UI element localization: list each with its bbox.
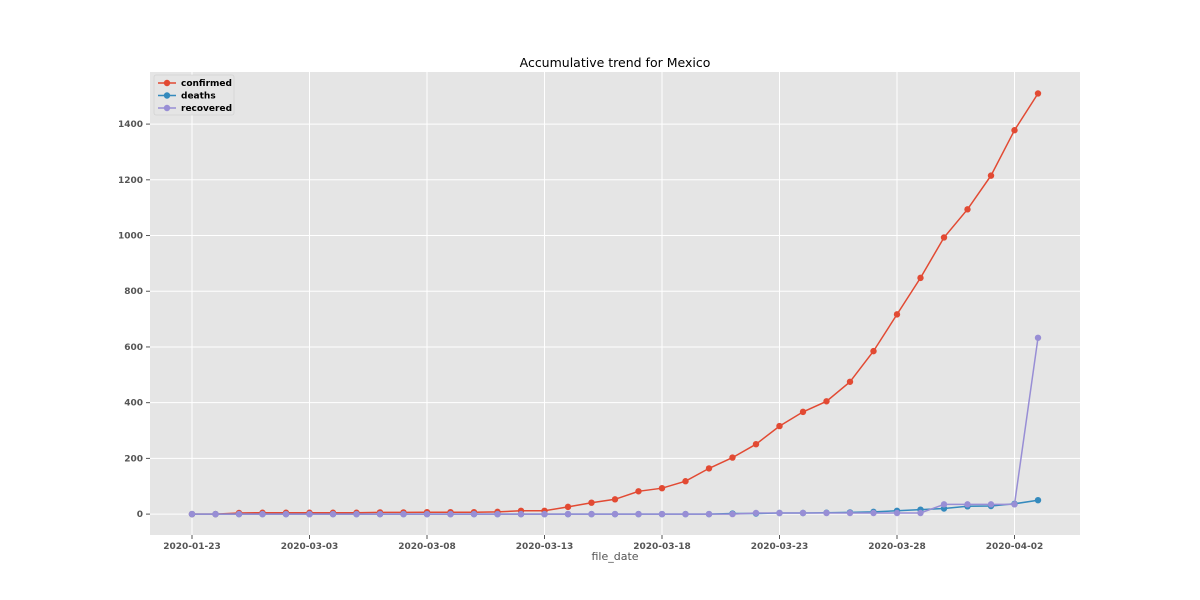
confirmed-point xyxy=(752,440,760,448)
y-tick-label: 1200 xyxy=(118,176,143,186)
confirmed-point xyxy=(799,408,807,416)
recovered-point xyxy=(517,510,525,518)
legend-swatch-marker xyxy=(163,79,171,87)
recovered-point xyxy=(400,510,407,518)
y-tick-label: 0 xyxy=(137,510,143,520)
plot-area xyxy=(150,72,1080,535)
confirmed-point xyxy=(564,503,572,511)
recovered-point xyxy=(1034,334,1042,341)
recovered-point xyxy=(635,510,642,518)
recovered-point xyxy=(799,509,807,517)
recovered-point xyxy=(705,510,713,518)
series-lines xyxy=(188,90,1042,518)
y-tick-label: 800 xyxy=(124,287,143,297)
recovered-point xyxy=(588,510,595,518)
confirmed-point xyxy=(729,454,736,461)
recovered-point xyxy=(541,510,548,518)
legend: confirmed deaths recovered xyxy=(153,74,235,116)
deaths-point xyxy=(1034,496,1042,504)
confirmed-point xyxy=(823,398,830,405)
confirmed-point xyxy=(705,465,713,472)
legend-swatch-marker xyxy=(163,104,171,112)
recovered-point xyxy=(423,510,431,518)
recovered-point xyxy=(188,510,196,518)
x-tick-label: 2020-03-18 xyxy=(633,542,691,552)
x-tick-labels: 2020-01-23 2020-03-03 2020-03-08 2020-03-13… xyxy=(163,535,1043,552)
confirmed-point xyxy=(940,234,948,241)
confirmed-point xyxy=(682,478,689,485)
recovered-point xyxy=(682,510,689,518)
confirmed-point xyxy=(1034,90,1042,97)
x-tick-label: 2020-03-23 xyxy=(751,542,809,552)
recovered-point xyxy=(306,510,313,518)
x-tick-label: 2020-03-28 xyxy=(868,542,926,552)
confirmed-point xyxy=(870,347,877,355)
legend-box xyxy=(153,74,235,116)
confirmed-point xyxy=(846,378,854,385)
recovered-point xyxy=(823,509,830,517)
grid-lines xyxy=(150,72,1080,535)
recovered-point xyxy=(893,509,901,517)
y-tick-label: 1400 xyxy=(118,120,143,130)
confirmed-point xyxy=(635,488,642,495)
recovered-point xyxy=(987,501,995,508)
y-tick-label: 600 xyxy=(124,343,143,353)
legend-label-confirmed: confirmed xyxy=(181,79,232,89)
legend-swatch-marker xyxy=(163,92,171,99)
y-tick-labels: 0 200 400 600 800 1000 1200 1400 xyxy=(118,120,150,520)
recovered-point xyxy=(776,509,783,517)
x-tick-label: 2020-03-13 xyxy=(516,542,574,552)
legend-label-deaths: deaths xyxy=(181,92,216,102)
chart-title: Accumulative trend for Mexico xyxy=(520,55,711,70)
series-recovered xyxy=(188,334,1042,518)
x-axis-title: file_date xyxy=(591,550,638,563)
recovered-point xyxy=(259,510,266,518)
recovered-point xyxy=(329,510,337,518)
confirmed-point xyxy=(917,274,924,282)
x-tick-label: 2020-03-03 xyxy=(281,542,339,552)
recovered-point xyxy=(494,510,501,518)
recovered-point xyxy=(846,509,854,517)
recovered-point xyxy=(729,510,736,518)
confirmed-point xyxy=(588,499,595,506)
confirmed-point xyxy=(1011,127,1018,134)
recovered-point xyxy=(376,510,384,518)
recovered-point xyxy=(1011,501,1018,508)
confirmed-point xyxy=(776,422,783,430)
confirmed-point xyxy=(611,496,619,503)
recovered-point xyxy=(964,501,971,508)
recovered-point xyxy=(917,509,924,517)
recovered-point xyxy=(447,510,454,518)
recovered-point xyxy=(212,510,219,518)
recovered-point xyxy=(282,510,290,518)
recovered-point xyxy=(658,510,666,518)
recovered-point xyxy=(470,510,478,518)
y-tick-label: 400 xyxy=(124,399,143,409)
recovered-point xyxy=(940,501,948,508)
confirmed-point xyxy=(658,484,666,492)
x-tick-label: 2020-04-02 xyxy=(986,542,1044,552)
confirmed-point xyxy=(893,311,901,318)
recovered-point xyxy=(235,510,243,518)
recovered-point xyxy=(870,509,877,517)
recovered-point xyxy=(353,510,360,518)
x-tick-label: 2020-03-08 xyxy=(398,542,456,552)
confirmed-point xyxy=(964,206,971,213)
y-tick-label: 1000 xyxy=(118,232,143,242)
legend-label-recovered: recovered xyxy=(181,104,232,114)
recovered-point xyxy=(564,510,572,518)
confirmed-point xyxy=(987,172,995,179)
x-tick-label: 2020-01-23 xyxy=(163,542,221,552)
recovered-point xyxy=(611,510,619,518)
recovered-point xyxy=(752,509,760,517)
y-tick-label: 200 xyxy=(124,454,143,464)
